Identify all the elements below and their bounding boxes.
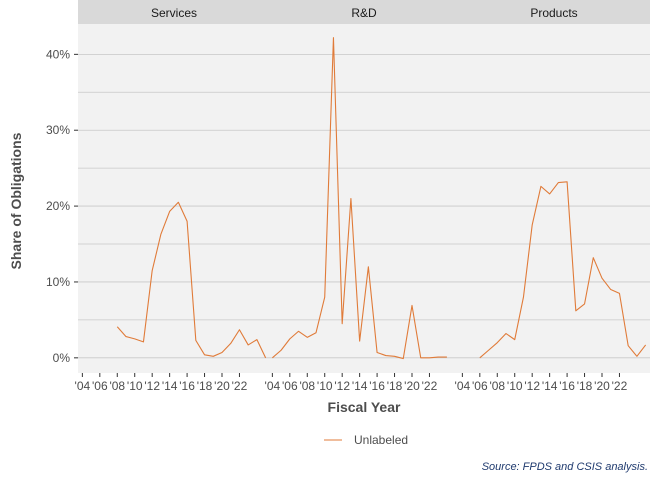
facet-strip bbox=[268, 0, 460, 24]
x-tick-label: '04 bbox=[265, 379, 281, 393]
x-tick-label: '14 bbox=[162, 379, 178, 393]
source-caption: Source: FPDS and CSIS analysis. bbox=[482, 461, 648, 473]
x-tick-label: '20 bbox=[404, 379, 420, 393]
x-tick-label: '16 bbox=[179, 379, 195, 393]
x-tick-label: '20 bbox=[594, 379, 610, 393]
y-tick-label: 10% bbox=[46, 275, 70, 289]
facet-strip bbox=[458, 0, 650, 24]
x-tick-label: '12 bbox=[524, 379, 540, 393]
legend-label-unlabeled: Unlabeled bbox=[354, 433, 408, 447]
x-tick-label: '10 bbox=[127, 379, 143, 393]
x-tick-label: '06 bbox=[282, 379, 298, 393]
panel-background bbox=[268, 24, 460, 373]
x-tick-label: '22 bbox=[612, 379, 628, 393]
facet-strip-label: R&D bbox=[351, 6, 377, 20]
y-axis: 0% 10% 20% 30% 40% bbox=[46, 47, 78, 365]
y-tick-label: 40% bbox=[46, 47, 70, 61]
series-line-unlabeled bbox=[116, 201, 267, 359]
x-tick-label: '10 bbox=[507, 379, 523, 393]
x-tick-label: '08 bbox=[299, 379, 315, 393]
panel-r-d: R&D '04'06'08'10'12'14'16'18'20'22 bbox=[265, 0, 460, 393]
x-tick-label: '08 bbox=[489, 379, 505, 393]
y-tick-label: 30% bbox=[46, 123, 70, 137]
x-tick-label: '18 bbox=[577, 379, 593, 393]
legend: Unlabeled bbox=[324, 433, 408, 447]
facet-strip-label: Services bbox=[151, 6, 197, 20]
x-tick-label: '10 bbox=[317, 379, 333, 393]
x-tick-label: '22 bbox=[422, 379, 438, 393]
series-line-unlabeled bbox=[271, 37, 447, 360]
x-tick-label: '12 bbox=[144, 379, 160, 393]
x-tick-label: '12 bbox=[334, 379, 350, 393]
x-tick-label: '06 bbox=[472, 379, 488, 393]
x-tick-label: '14 bbox=[352, 379, 368, 393]
series-line-unlabeled bbox=[479, 181, 647, 359]
x-tick-label: '04 bbox=[455, 379, 471, 393]
y-tick-label: 20% bbox=[46, 199, 70, 213]
x-tick-label: '16 bbox=[559, 379, 575, 393]
panel-products: Products '04'06'08'10'12'14'16'18'20'22 bbox=[455, 0, 650, 393]
panel-services: Services '04'06'08'10'12'14'16'18'20'22 bbox=[75, 0, 270, 393]
x-axis-title: Fiscal Year bbox=[328, 399, 401, 415]
facet-strip bbox=[78, 0, 270, 24]
x-tick-label: '18 bbox=[387, 379, 403, 393]
y-axis-title: Share of Obligations bbox=[8, 132, 24, 269]
facet-panels: Services'04'06'08'10'12'14'16'18'20'22R&… bbox=[75, 0, 650, 393]
x-tick-label: '22 bbox=[232, 379, 248, 393]
x-tick-label: '20 bbox=[214, 379, 230, 393]
x-tick-label: '18 bbox=[197, 379, 213, 393]
x-tick-label: '08 bbox=[109, 379, 125, 393]
panel-background bbox=[78, 24, 270, 373]
panel-background bbox=[458, 24, 650, 373]
y-tick-label: 0% bbox=[53, 351, 71, 365]
facet-strip-label: Products bbox=[530, 6, 577, 20]
x-tick-label: '16 bbox=[369, 379, 385, 393]
x-tick-label: '06 bbox=[92, 379, 108, 393]
x-tick-label: '04 bbox=[75, 379, 91, 393]
x-tick-label: '14 bbox=[542, 379, 558, 393]
